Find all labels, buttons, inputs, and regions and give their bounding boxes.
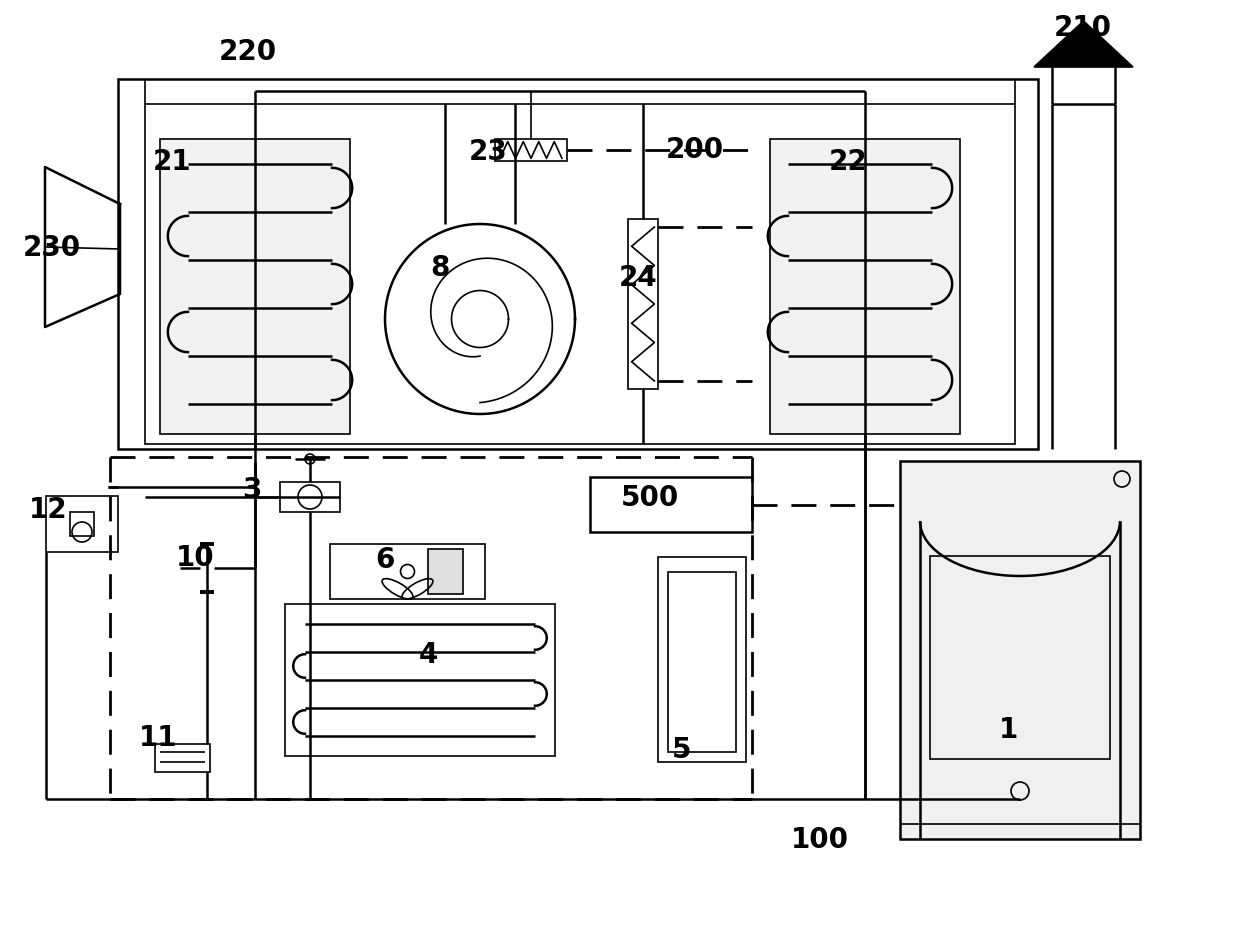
Text: 4: 4: [418, 640, 438, 668]
Bar: [627, 220, 658, 390]
Text: 10: 10: [176, 544, 215, 571]
Text: 11: 11: [139, 723, 177, 751]
Bar: [160, 140, 350, 434]
Text: 22: 22: [828, 148, 867, 176]
Text: 23: 23: [469, 138, 507, 166]
Text: 200: 200: [666, 136, 724, 164]
Text: 500: 500: [621, 483, 680, 512]
Text: 12: 12: [29, 496, 67, 523]
Bar: [69, 513, 94, 536]
Bar: [118, 80, 1038, 449]
Text: 1: 1: [998, 716, 1018, 743]
Text: 230: 230: [22, 234, 81, 261]
Bar: [285, 604, 556, 756]
Bar: [590, 478, 751, 532]
Text: 8: 8: [430, 254, 450, 281]
Bar: [930, 556, 1110, 759]
Bar: [46, 497, 118, 552]
Text: 6: 6: [376, 546, 394, 573]
Bar: [428, 549, 463, 595]
Bar: [668, 572, 737, 752]
Text: 100: 100: [791, 825, 849, 853]
Text: 5: 5: [672, 735, 692, 763]
Text: 24: 24: [619, 263, 657, 292]
Bar: [330, 545, 485, 599]
Bar: [658, 557, 746, 762]
Bar: [900, 462, 1140, 839]
Text: 21: 21: [153, 148, 191, 176]
Text: 220: 220: [219, 38, 277, 66]
Text: 210: 210: [1054, 14, 1112, 42]
Bar: [495, 140, 567, 161]
Text: 3: 3: [242, 476, 262, 503]
Bar: [280, 482, 340, 513]
Bar: [155, 744, 210, 772]
Polygon shape: [1034, 22, 1133, 68]
Circle shape: [401, 565, 414, 579]
Bar: [770, 140, 960, 434]
Bar: [145, 105, 1016, 445]
